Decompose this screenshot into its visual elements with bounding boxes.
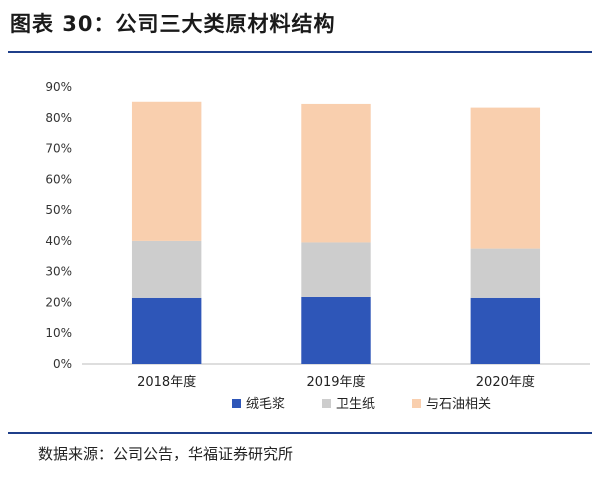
bar-segment-2 bbox=[470, 248, 541, 298]
legend-label: 绒毛浆 bbox=[246, 397, 285, 412]
legend-swatch bbox=[232, 399, 241, 408]
y-tick-label: 0% bbox=[53, 357, 72, 371]
y-tick-label: 20% bbox=[45, 295, 72, 309]
y-tick-label: 90% bbox=[45, 80, 72, 94]
bar-segment-1 bbox=[131, 297, 202, 364]
x-tick-label: 2019年度 bbox=[306, 374, 365, 390]
bar-segment-3 bbox=[131, 101, 202, 241]
legend-swatch bbox=[322, 399, 331, 408]
y-tick-label: 60% bbox=[45, 172, 72, 186]
y-tick-label: 80% bbox=[45, 111, 72, 125]
y-tick-label: 50% bbox=[45, 203, 72, 217]
source-divider bbox=[8, 432, 592, 434]
y-tick-label: 40% bbox=[45, 234, 72, 248]
legend-label: 与石油相关 bbox=[426, 397, 491, 412]
y-tick-label: 30% bbox=[45, 265, 72, 279]
x-tick-label: 2020年度 bbox=[476, 374, 535, 390]
bar-segment-2 bbox=[301, 242, 371, 297]
bar-segment-3 bbox=[301, 103, 371, 243]
source-note: 数据来源：公司公告，华福证券研究所 bbox=[38, 445, 294, 463]
bar-segment-2 bbox=[131, 240, 202, 298]
title-divider bbox=[8, 51, 592, 53]
stacked-bar-chart: 0% 10% 20% 30% 40% 50% 60% 70% 80% 90% 2018年度 2019年… bbox=[45, 80, 590, 412]
y-tick-label: 70% bbox=[45, 142, 72, 156]
legend-label: 卫生纸 bbox=[336, 397, 375, 412]
y-tick-label: 10% bbox=[45, 326, 72, 340]
bar-segment-1 bbox=[301, 296, 371, 364]
chart-title: 图表 30：公司三大类原材料结构 bbox=[10, 12, 336, 36]
bar-segment-1 bbox=[470, 297, 541, 364]
bar-segment-3 bbox=[470, 107, 541, 249]
legend-swatch bbox=[412, 399, 421, 408]
x-tick-label: 2018年度 bbox=[137, 374, 196, 390]
